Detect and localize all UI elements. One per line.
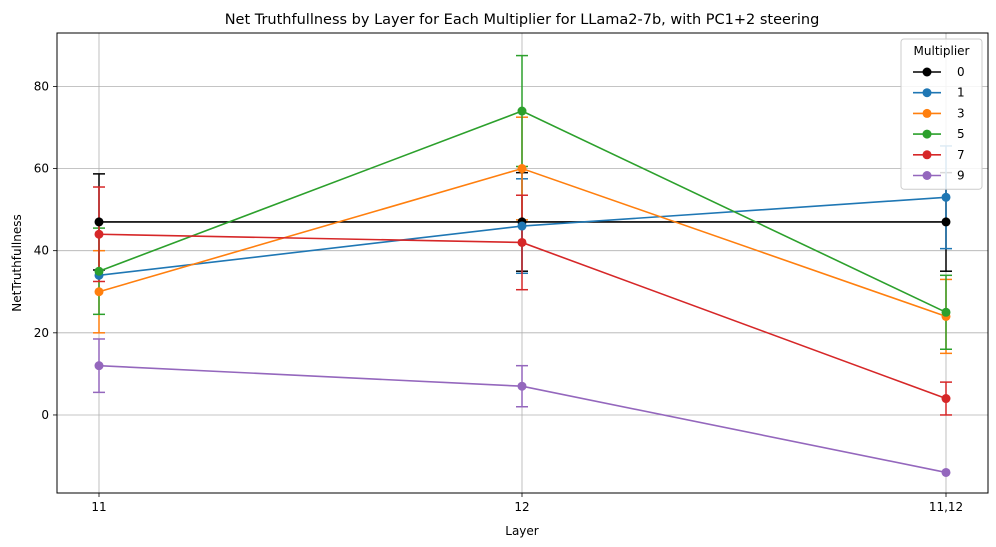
y-tick-label: 80 [34, 79, 49, 93]
y-tick-label: 20 [34, 326, 49, 340]
legend-entry-3: 3 [913, 106, 965, 120]
data-point-5 [94, 266, 104, 276]
x-tick-label: 12 [514, 500, 529, 514]
legend-marker [922, 150, 932, 160]
series-lines [94, 106, 951, 477]
data-point-3 [94, 287, 104, 297]
legend-marker [922, 108, 932, 118]
legend-label: 3 [957, 106, 965, 120]
x-tick-label: 11,12 [929, 500, 963, 514]
legend-marker [922, 129, 932, 139]
legend-entry-7: 7 [913, 148, 965, 162]
plot-frame [56, 32, 989, 494]
legend-frame [900, 38, 983, 190]
data-point-5 [941, 307, 951, 317]
data-point-9 [94, 361, 104, 371]
data-point-9 [941, 467, 951, 477]
y-tick-label: 40 [34, 244, 49, 258]
legend-entry-5: 5 [913, 127, 965, 141]
legend-label: 9 [957, 169, 965, 183]
legend-entry-1: 1 [913, 86, 965, 100]
legend-entry-9: 9 [913, 169, 965, 183]
data-point-9 [517, 381, 527, 391]
legend-entry-0: 0 [913, 65, 965, 79]
legend-label: 5 [957, 127, 965, 141]
y-tick-label: 60 [34, 162, 49, 176]
data-point-7 [517, 237, 527, 247]
legend-label: 0 [957, 65, 965, 79]
y-tick-label: 0 [41, 408, 49, 422]
y-axis-label: NetTruthfullness [10, 214, 24, 311]
data-point-1 [517, 221, 527, 231]
legend-title: Multiplier [914, 44, 970, 58]
x-tick-label: 11 [91, 500, 106, 514]
chart-title: Net Truthfullness by Layer for Each Mult… [225, 12, 820, 28]
data-point-1 [941, 192, 951, 202]
x-axis-label: Layer [505, 524, 539, 538]
ticks: 11 12 11,12 0 20 40 60 80 [34, 79, 963, 514]
data-point-7 [941, 394, 951, 404]
legend: Multiplier 0 1 3 5 7 9 [900, 38, 983, 190]
legend-label: 7 [957, 148, 965, 162]
legend-marker [922, 88, 932, 98]
data-point-5 [517, 106, 527, 116]
legend-marker [922, 67, 932, 77]
legend-label: 1 [957, 86, 965, 100]
data-point-0 [94, 217, 104, 227]
data-point-7 [94, 229, 104, 239]
data-point-3 [517, 164, 527, 174]
legend-marker [922, 171, 932, 180]
data-point-0 [941, 217, 951, 227]
